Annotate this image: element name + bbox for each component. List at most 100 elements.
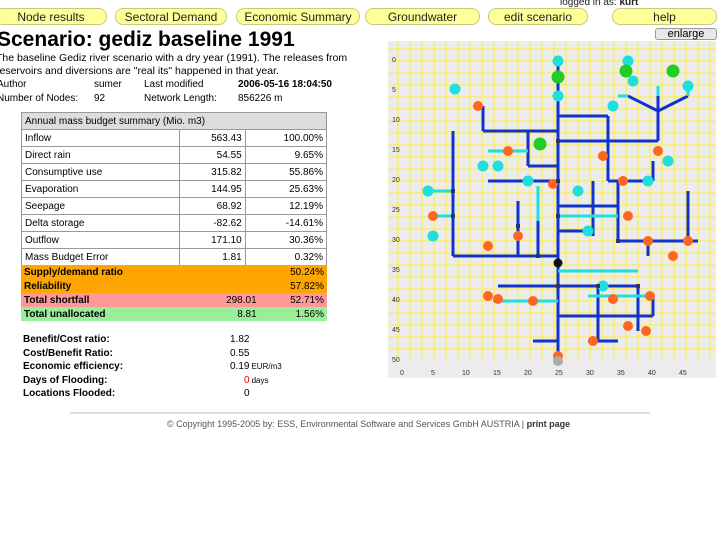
demand-node[interactable] xyxy=(608,294,618,304)
mass-budget-label: Seepage xyxy=(21,197,180,215)
demand-node[interactable] xyxy=(588,336,598,346)
demand-node[interactable] xyxy=(503,146,513,156)
demand-node[interactable] xyxy=(618,176,628,186)
junction-marker xyxy=(451,214,455,218)
supply-node[interactable] xyxy=(427,230,439,242)
demand-node[interactable] xyxy=(483,241,493,251)
x-tick-label: 5 xyxy=(431,370,435,377)
economic-label: Locations Flooded: xyxy=(23,388,116,399)
nodes-label: Number of Nodes: xyxy=(0,93,79,104)
supply-node[interactable] xyxy=(662,155,674,167)
demand-node[interactable] xyxy=(641,326,651,336)
demand-node[interactable] xyxy=(645,291,655,301)
mass-budget-value: 563.43 xyxy=(178,129,246,147)
supply-node[interactable] xyxy=(492,160,504,172)
y-tick-label: 50 xyxy=(392,357,400,364)
economic-unit: days xyxy=(251,375,269,385)
demand-node[interactable] xyxy=(548,179,558,189)
modified-label: Last modified xyxy=(144,79,204,90)
tab-help[interactable]: help xyxy=(612,8,717,25)
scenario-description: The baseline Gediz river scenario with a… xyxy=(0,52,348,77)
mass-budget-pct: 30.36% xyxy=(244,231,328,249)
supply-node[interactable] xyxy=(422,185,434,197)
y-tick-label: 0 xyxy=(392,57,396,64)
supply-node[interactable] xyxy=(642,175,654,187)
reservoir-node[interactable] xyxy=(533,137,547,151)
supply-node[interactable] xyxy=(597,280,609,292)
economic-value: 0.55 xyxy=(230,347,250,359)
demand-node[interactable] xyxy=(623,211,633,221)
supply-node[interactable] xyxy=(477,160,489,172)
footer: © Copyright 1995-2005 by: ESS, Environme… xyxy=(167,419,570,429)
indicator-label: Supply/demand ratio xyxy=(21,265,198,279)
junction-marker xyxy=(556,139,560,143)
demand-node[interactable] xyxy=(528,296,538,306)
x-tick-label: 35 xyxy=(617,370,625,377)
tab-groundwater[interactable]: Groundwater xyxy=(365,8,480,25)
x-tick-label: 40 xyxy=(648,370,656,377)
supply-node[interactable] xyxy=(627,75,639,87)
supply-node[interactable] xyxy=(449,83,461,95)
y-tick-label: 30 xyxy=(392,237,400,244)
supply-node[interactable] xyxy=(622,55,634,67)
supply-node[interactable] xyxy=(522,175,534,187)
demand-node[interactable] xyxy=(683,236,693,246)
junction-marker xyxy=(596,284,600,288)
indicator-value xyxy=(197,265,260,279)
indicator-label: Total shortfall xyxy=(21,293,198,307)
demand-node[interactable] xyxy=(668,251,678,261)
demand-node[interactable] xyxy=(598,151,608,161)
demand-node[interactable] xyxy=(483,291,493,301)
mass-budget-label: Evaporation xyxy=(21,180,180,198)
economic-value: 0 xyxy=(244,388,250,399)
reservoir-node[interactable] xyxy=(551,70,565,84)
supply-node[interactable] xyxy=(572,185,584,197)
supply-node[interactable] xyxy=(582,225,594,237)
mass-budget-value: 144.95 xyxy=(178,180,246,198)
supply-node[interactable] xyxy=(682,80,694,92)
supply-node[interactable] xyxy=(552,55,564,67)
mass-budget-row: Outflow 171.10 30.36% xyxy=(21,231,328,249)
indicator-pct: 57.82% xyxy=(259,279,327,293)
supply-node[interactable] xyxy=(552,90,564,102)
demand-node[interactable] xyxy=(623,321,633,331)
map-grid xyxy=(388,41,716,359)
enlarge-button[interactable]: enlarge xyxy=(655,28,717,40)
outlet-node[interactable] xyxy=(553,356,563,366)
demand-node[interactable] xyxy=(513,231,523,241)
mass-budget-label: Mass Budget Error xyxy=(21,248,180,266)
mass-budget-value: -82.62 xyxy=(178,214,246,232)
demand-node[interactable] xyxy=(493,294,503,304)
reservoir-node[interactable] xyxy=(666,64,680,78)
economic-label: Economic efficiency: xyxy=(23,361,124,372)
x-tick-label: 0 xyxy=(400,370,404,377)
tab-economic-summary[interactable]: Economic Summary xyxy=(236,8,360,25)
demand-node[interactable] xyxy=(473,101,483,111)
demand-node[interactable] xyxy=(643,236,653,246)
login-label: logged in as: xyxy=(560,0,617,8)
y-tick-label: 10 xyxy=(392,117,400,124)
mass-budget-label: Direct rain xyxy=(21,146,180,164)
indicator-row: Total shortfall 298.01 52.71% xyxy=(21,293,327,307)
mass-budget-pct: 9.65% xyxy=(244,146,328,164)
y-tick-label: 5 xyxy=(392,87,396,94)
indicator-value: 8.81 xyxy=(197,307,260,321)
print-page-link[interactable]: print page xyxy=(526,419,571,429)
economic-value: 1.82 xyxy=(230,334,250,345)
tab-node-results[interactable]: Node results xyxy=(0,8,107,25)
tab-edit-scenario[interactable]: edit scenario xyxy=(488,8,588,25)
indicator-row: Supply/demand ratio 50.24% xyxy=(21,265,327,279)
demand-node[interactable] xyxy=(428,211,438,221)
network-map[interactable]: 0 5 10 15 20 25 30 35 40 45 0 5 10 15 20 25 30 35 40 45 50 xyxy=(388,41,716,378)
economic-label: Cost/Benefit Ratio: xyxy=(23,347,113,359)
mass-budget-label: Delta storage xyxy=(21,214,180,232)
demand-node[interactable] xyxy=(653,146,663,156)
indicator-row: Total unallocated 8.81 1.56% xyxy=(21,307,327,321)
mass-budget-value: 54.55 xyxy=(178,146,246,164)
reservoir-node[interactable] xyxy=(619,64,633,78)
indicator-pct: 50.24% xyxy=(259,265,327,279)
junction-marker xyxy=(536,254,540,258)
supply-node[interactable] xyxy=(607,100,619,112)
tab-sectoral-demand[interactable]: Sectoral Demand xyxy=(115,8,227,25)
junction-node[interactable] xyxy=(553,258,563,268)
